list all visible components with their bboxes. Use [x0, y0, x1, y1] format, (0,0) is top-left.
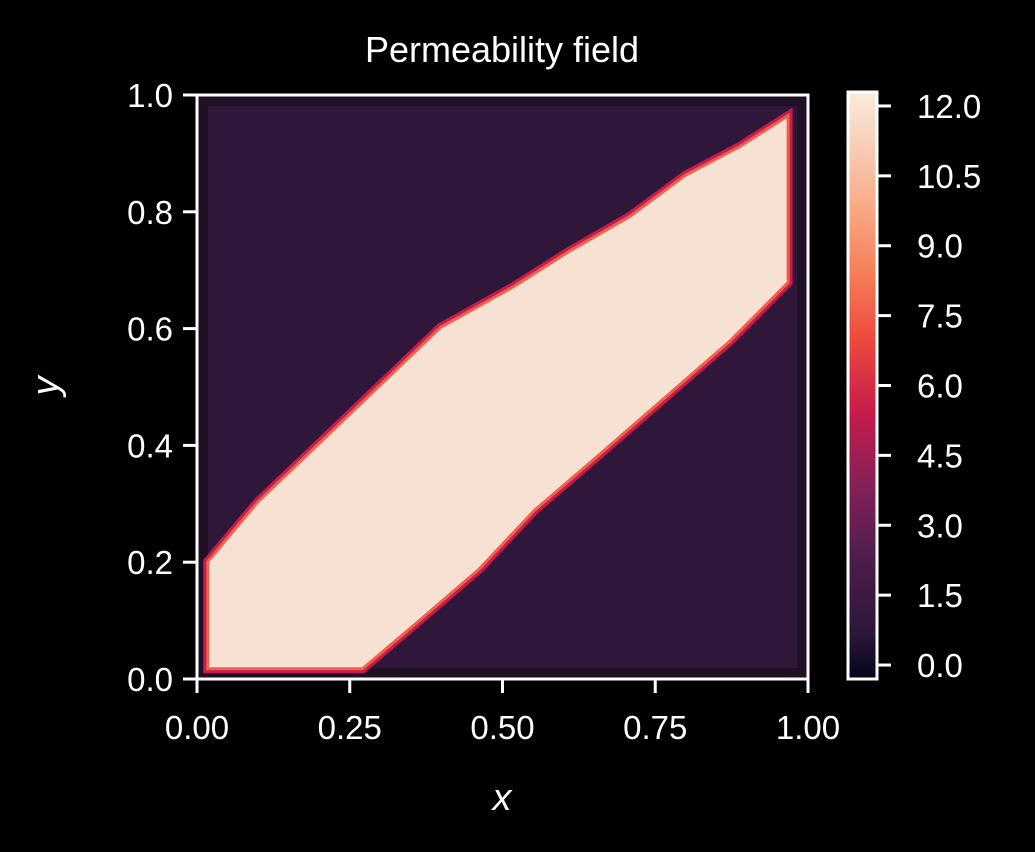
y-tick-label: 0.0 — [127, 661, 173, 698]
high-permeability-region — [209, 118, 787, 668]
y-axis: 0.0 0.2 0.4 0.6 0.8 1.0 — [127, 77, 197, 698]
y-tick-label: 0.4 — [127, 427, 173, 464]
x-tick-label: 0.00 — [165, 709, 229, 746]
y-tick-label: 0.6 — [127, 311, 173, 348]
colorbar-tick-label: 6.0 — [917, 368, 963, 405]
colorbar-tick-label: 1.5 — [917, 577, 963, 614]
x-axis-label: x — [491, 777, 514, 819]
chart-title: Permeability field — [365, 29, 639, 70]
colorbar-tick-label: 4.5 — [917, 437, 963, 474]
colorbar-gradient — [848, 92, 877, 679]
x-tick-label: 0.75 — [623, 709, 687, 746]
colorbar-tick-label: 9.0 — [917, 228, 963, 265]
x-tick-label: 1.00 — [776, 709, 840, 746]
y-axis-label: y — [25, 375, 67, 399]
colorbar-tick-label: 0.0 — [917, 647, 963, 684]
y-tick-label: 0.2 — [127, 544, 173, 581]
colorbar-tick-label: 7.5 — [917, 298, 963, 335]
x-tick-label: 0.50 — [470, 709, 534, 746]
colorbar-ticks: 0.0 1.5 3.0 4.5 6.0 7.5 9.0 10.5 12.0 — [877, 88, 981, 684]
y-tick-label: 1.0 — [127, 77, 173, 114]
x-axis: 0.00 0.25 0.50 0.75 1.00 — [165, 679, 840, 746]
plot-area — [197, 95, 808, 679]
y-tick-label: 0.8 — [127, 194, 173, 231]
colorbar-tick-label: 12.0 — [917, 88, 981, 125]
colorbar-tick-label: 10.5 — [917, 158, 981, 195]
colorbar: 0.0 1.5 3.0 4.5 6.0 7.5 9.0 10.5 12.0 — [846, 88, 981, 684]
colorbar-tick-label: 3.0 — [917, 507, 963, 544]
x-tick-label: 0.25 — [318, 709, 382, 746]
